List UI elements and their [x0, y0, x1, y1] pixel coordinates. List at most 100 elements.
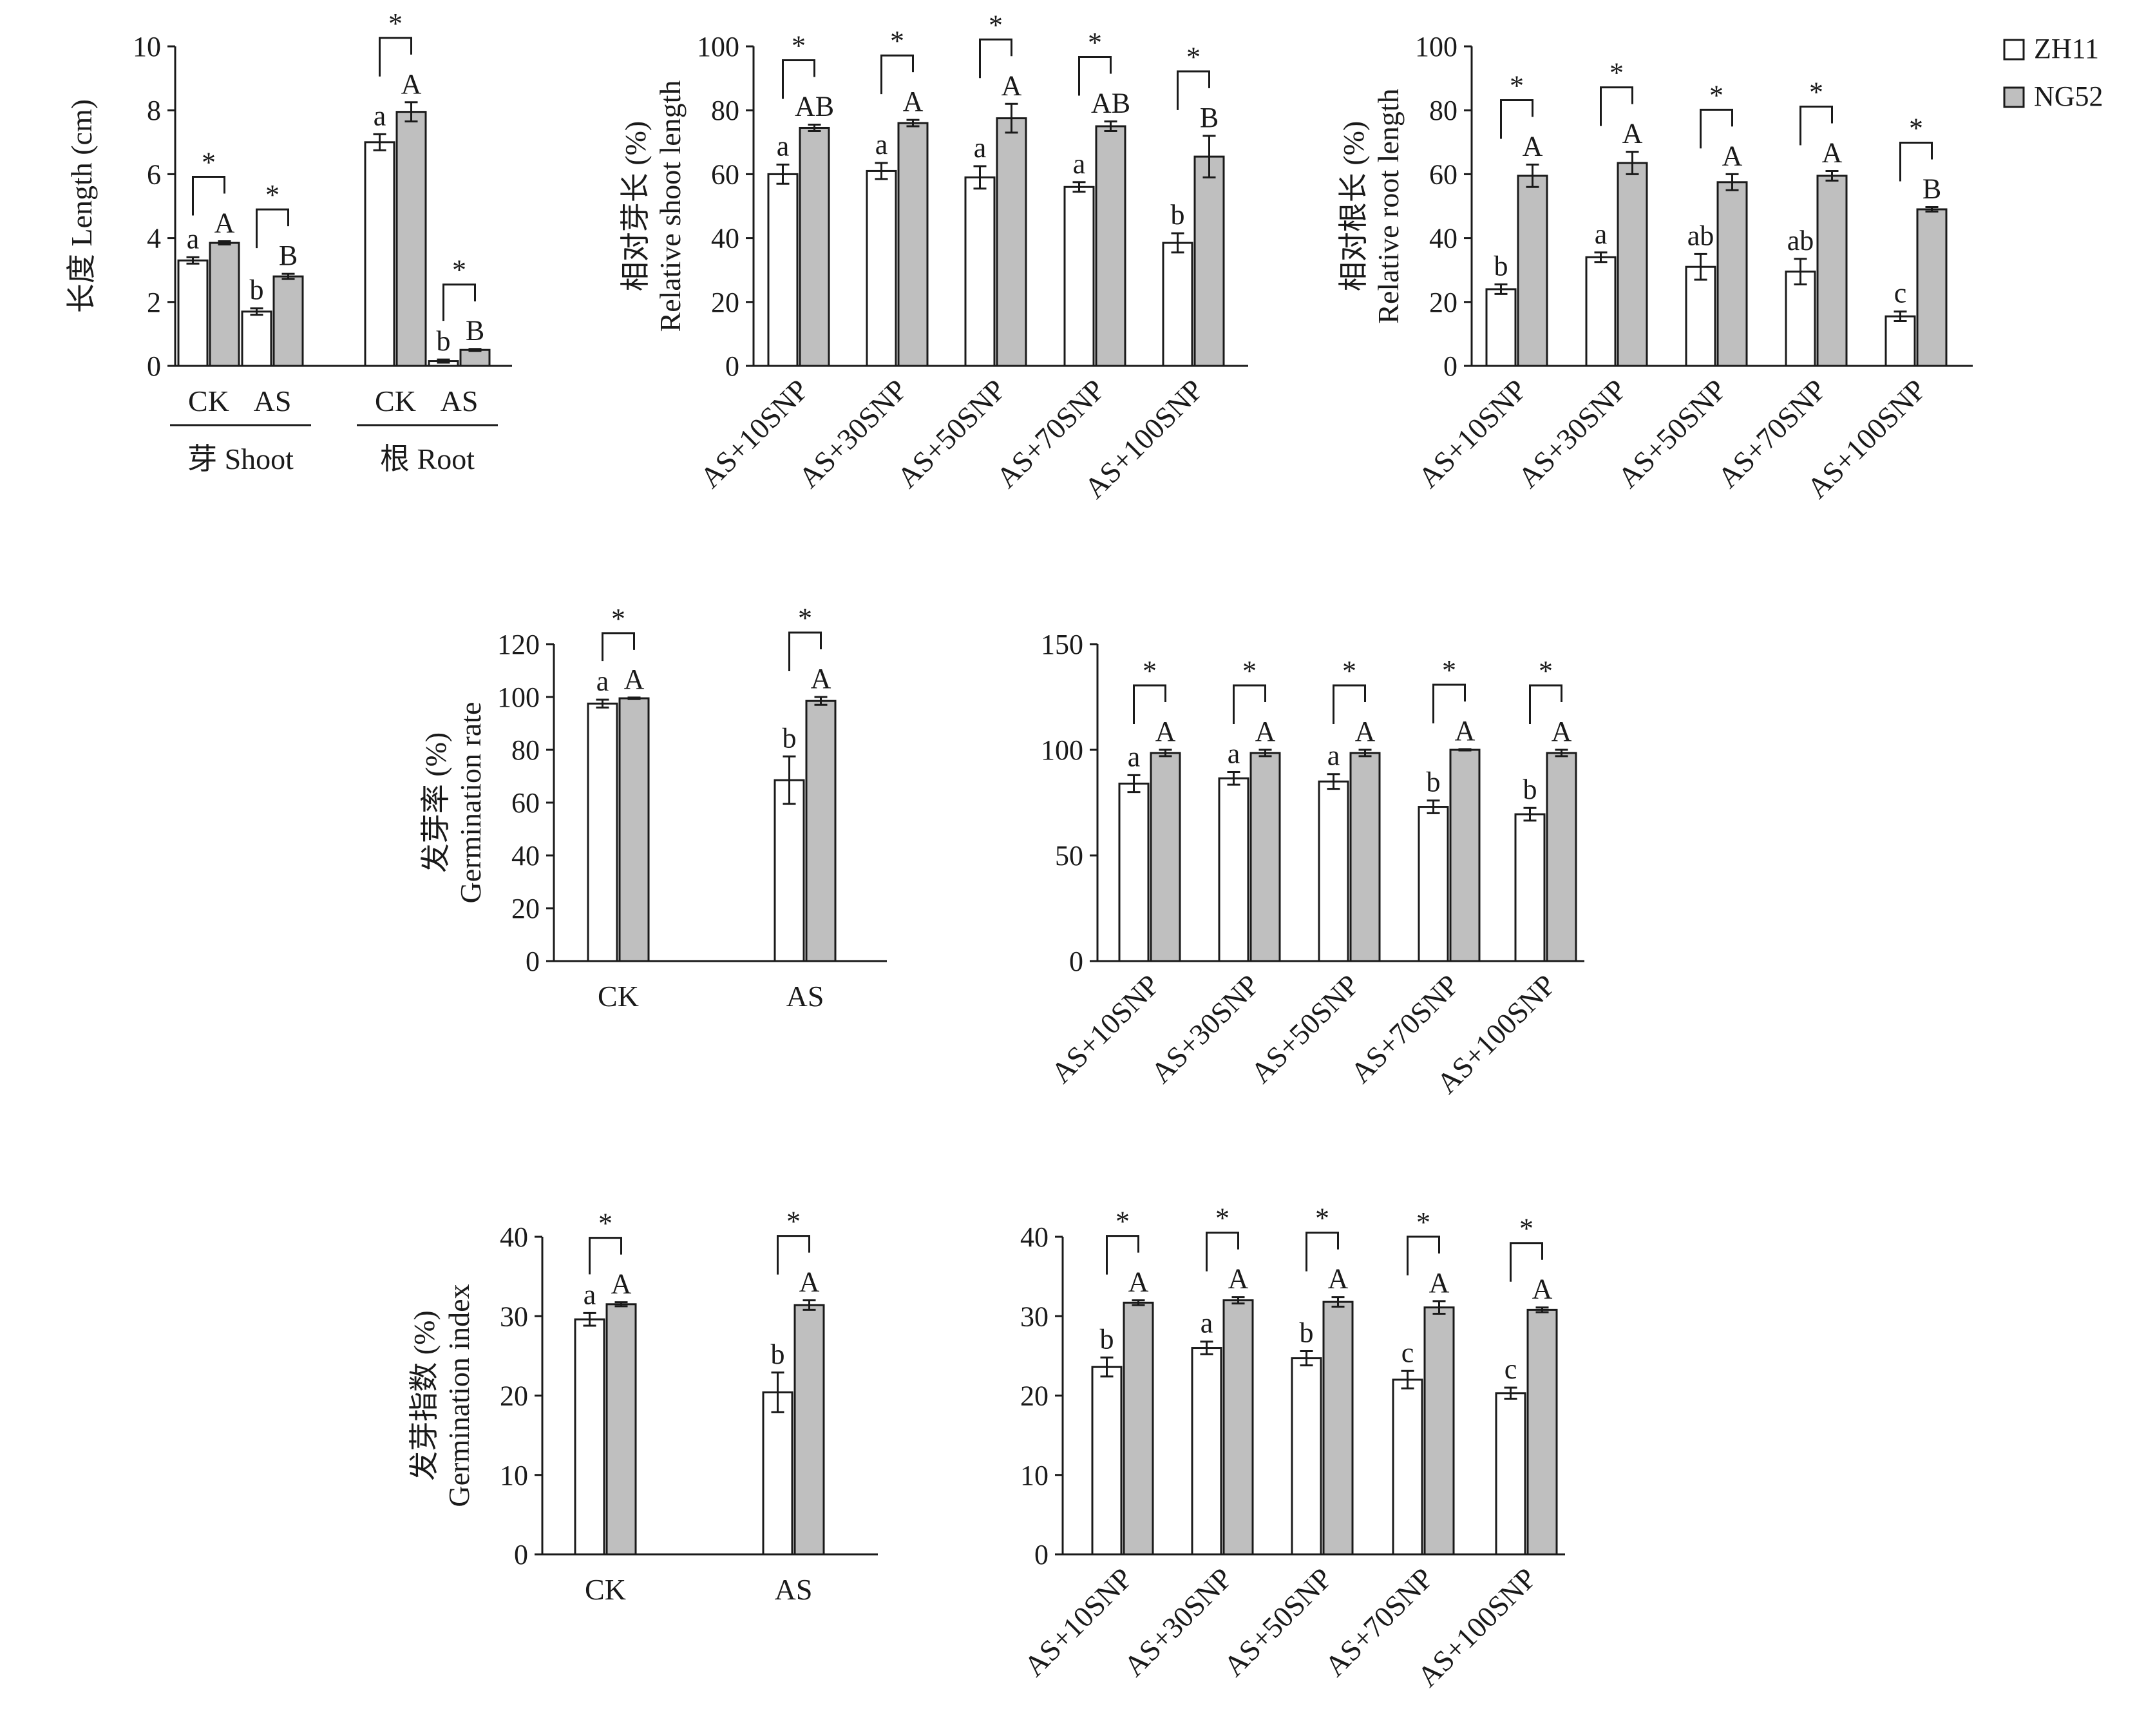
- bar-ng52: [618, 697, 650, 962]
- bar-ng52: [272, 275, 304, 367]
- letter-zh11: b: [783, 722, 797, 754]
- y-axis-label: 长度 Length (cm): [65, 99, 98, 313]
- letter-zh11: a: [187, 223, 200, 254]
- x-tick-label: CK: [188, 385, 229, 417]
- bar-ng52: [799, 126, 830, 367]
- significance-star: *: [452, 254, 466, 286]
- y-tick-label: 40: [711, 223, 739, 254]
- significance-bracket: [602, 632, 635, 662]
- significance-bracket: [1078, 56, 1112, 96]
- y-tick-label: 100: [1415, 31, 1457, 62]
- chart-rel-shoot: 0 20 40 60 80 100 相对芽长 (%) Relative shoot lengt…: [619, 9, 1248, 504]
- y-tick-label: 100: [1041, 734, 1083, 766]
- bar-ng52: [1816, 175, 1848, 367]
- significance-star: *: [1088, 27, 1102, 59]
- y-tick-label: 80: [711, 95, 739, 126]
- x-tick-label: AS+50SNP: [891, 373, 1012, 494]
- y-tick-label: 0: [1034, 1539, 1049, 1570]
- significance-star: *: [388, 8, 403, 39]
- letter-ng52: A: [903, 86, 924, 117]
- significance-star: *: [798, 602, 812, 634]
- significance-star: *: [1215, 1203, 1229, 1234]
- x-tick-label: CK: [375, 385, 416, 417]
- bar-ng52: [459, 348, 491, 367]
- y-tick-label: 100: [497, 682, 540, 713]
- letter-ng52: B: [1200, 102, 1219, 133]
- y-axis-label: 发芽指数 (%): [408, 1310, 441, 1480]
- significance-bracket: [1600, 86, 1633, 126]
- bar-ng52: [1150, 752, 1181, 962]
- letter-ng52: A: [1002, 70, 1022, 101]
- y-tick-label: 20: [711, 287, 739, 318]
- letter-ng52: A: [1622, 118, 1643, 149]
- letter-zh11: c: [1401, 1337, 1414, 1368]
- group-label: 根 Root: [380, 443, 475, 475]
- y-tick-label: 30: [1020, 1301, 1049, 1332]
- significance-star: *: [598, 1208, 612, 1239]
- letter-zh11: a: [1595, 218, 1608, 250]
- y-tick-label: 50: [1055, 840, 1083, 872]
- y-tick-label: 80: [511, 734, 540, 766]
- bar-zh11: [1063, 186, 1095, 367]
- letter-ng52: A: [811, 663, 831, 694]
- x-tick-label: AS+10SNP: [1045, 968, 1166, 1089]
- y-axis-label-secondary: Germination rate: [454, 702, 487, 904]
- y-tick-label: 60: [1429, 158, 1457, 190]
- significance-bracket: [1799, 105, 1833, 146]
- y-tick-label: 2: [147, 287, 161, 318]
- y-tick-label: 0: [147, 350, 161, 382]
- bar-ng52: [897, 122, 929, 367]
- y-tick-label: 0: [526, 946, 540, 977]
- bar-ng52: [605, 1303, 637, 1556]
- x-tick-label: AS: [254, 385, 292, 417]
- letter-zh11: c: [1894, 278, 1907, 309]
- significance-star: *: [1416, 1207, 1430, 1238]
- letter-ng52: A: [1328, 1263, 1349, 1295]
- letter-zh11: b: [1100, 1323, 1114, 1355]
- letter-ng52: A: [1355, 716, 1376, 747]
- significance-star: *: [786, 1206, 801, 1237]
- bar-ng52: [793, 1304, 825, 1556]
- bar-ng52: [1916, 208, 1948, 367]
- significance-bracket: [777, 1235, 810, 1275]
- letter-zh11: a: [1073, 148, 1086, 180]
- letter-ng52: A: [1722, 140, 1743, 171]
- significance-bracket: [1700, 108, 1733, 149]
- significance-bracket: [1529, 684, 1562, 724]
- significance-star: *: [890, 25, 904, 57]
- significance-star: *: [1709, 79, 1723, 111]
- letter-zh11: a: [1327, 740, 1340, 772]
- bar-zh11: [866, 169, 897, 367]
- legend: ZH11 NG52: [2003, 33, 2103, 112]
- significance-bracket: [1233, 684, 1266, 724]
- letter-zh11: b: [250, 274, 264, 306]
- bar-ng52: [1423, 1306, 1455, 1556]
- y-tick-label: 40: [500, 1221, 528, 1253]
- significance-star: *: [792, 30, 806, 62]
- y-tick-label: 40: [1020, 1221, 1049, 1253]
- letter-zh11: a: [777, 131, 790, 162]
- y-axis-label-secondary: Relative root length: [1372, 88, 1405, 323]
- x-tick-label: AS: [775, 1573, 813, 1606]
- significance-star: *: [611, 603, 625, 634]
- bar-ng52: [1193, 155, 1225, 367]
- y-tick-label: 10: [133, 31, 161, 62]
- significance-bracket: [880, 54, 914, 95]
- y-tick-label: 20: [511, 893, 540, 924]
- significance-bracket: [1177, 70, 1210, 110]
- bar-ng52: [1123, 1301, 1154, 1556]
- x-tick-label: AS+50SNP: [1217, 1561, 1338, 1683]
- letter-zh11: b: [1494, 251, 1508, 282]
- letter-zh11: a: [374, 100, 386, 131]
- bar-zh11: [1392, 1378, 1423, 1556]
- x-tick-label: AS+30SNP: [1512, 373, 1633, 494]
- letter-zh11: c: [1505, 1353, 1517, 1385]
- legend-swatch-zh11: [2003, 39, 2025, 61]
- bar-zh11: [1091, 1366, 1123, 1556]
- x-tick-label: AS+10SNP: [1018, 1561, 1139, 1683]
- x-tick-label: CK: [598, 980, 639, 1013]
- y-tick-label: 60: [711, 158, 739, 190]
